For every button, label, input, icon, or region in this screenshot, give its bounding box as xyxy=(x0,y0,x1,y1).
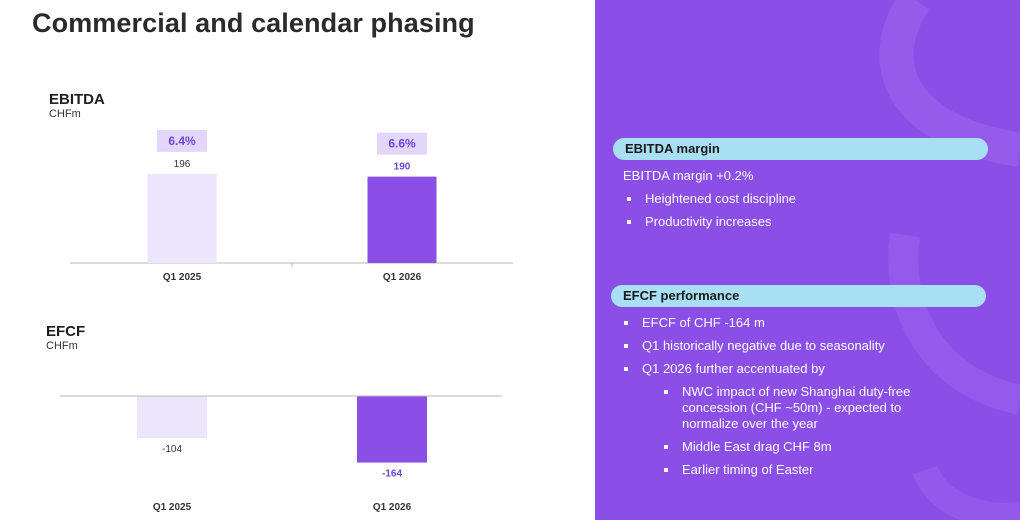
list-item: Middle East drag CHF 8m xyxy=(660,439,960,455)
efcf-chart-header: EFCF CHFm xyxy=(46,323,86,353)
ebitda-margin-label: 6.6% xyxy=(388,137,416,151)
efcf-bar xyxy=(357,396,427,463)
efcf-value-label: -104 xyxy=(162,444,182,455)
efcf-bar xyxy=(137,396,207,439)
list-item: EFCF of CHF -164 m xyxy=(620,315,1000,331)
ebitda-bullet-list: Heightened cost discipline Productivity … xyxy=(623,191,993,230)
list-item: Productivity increases xyxy=(623,214,993,230)
x-tick-label: Q1 2025 xyxy=(153,502,192,513)
efcf-bullet-list: EFCF of CHF -164 m Q1 historically negat… xyxy=(620,315,1000,377)
efcf-sub-bullet-list: NWC impact of new Shanghai duty-free con… xyxy=(660,384,960,478)
efcf-bar-chart: -104 Q1 2025 -164 Q1 2026 xyxy=(60,395,502,513)
ebitda-value-label: 196 xyxy=(174,159,191,170)
page-title: Commercial and calendar phasing xyxy=(32,8,475,38)
efcf-chart-title: EFCF xyxy=(46,323,86,340)
list-item: Heightened cost discipline xyxy=(623,191,993,207)
x-tick-label: Q1 2026 xyxy=(373,502,412,513)
list-item: Q1 historically negative due to seasonal… xyxy=(620,338,1000,354)
list-item: Q1 2026 further accentuated by xyxy=(620,361,1000,377)
ebitda-chart-title: EBITDA xyxy=(49,91,105,108)
efcf-commentary: EFCF of CHF -164 m Q1 historically negat… xyxy=(620,315,1000,485)
ebitda-margin-label: 6.4% xyxy=(168,134,196,148)
ebitda-chart-header: EBITDA CHFm xyxy=(49,91,105,121)
ebitda-chart-unit: CHFm xyxy=(49,108,81,120)
x-tick-label: Q1 2026 xyxy=(383,272,422,283)
ebitda-bar xyxy=(147,173,217,263)
ebitda-commentary: EBITDA margin +0.2% Heightened cost disc… xyxy=(623,168,993,237)
list-item: Earlier timing of Easter xyxy=(660,462,960,478)
efcf-chart-unit: CHFm xyxy=(46,340,78,352)
commentary-panel: EBITDA margin EBITDA margin +0.2% Height… xyxy=(595,0,1020,520)
ebitda-margin-lead: EBITDA margin +0.2% xyxy=(623,168,754,183)
ebitda-bar-chart: 196 6.4% Q1 2025 190 6.6% Q1 2026 xyxy=(70,129,513,283)
ebitda-value-label: 190 xyxy=(394,162,411,173)
x-tick-label: Q1 2025 xyxy=(163,272,202,283)
efcf-value-label: -164 xyxy=(382,469,402,480)
list-item: NWC impact of new Shanghai duty-free con… xyxy=(660,384,960,432)
ebitda-margin-box xyxy=(157,129,207,152)
efcf-performance-pill: EFCF performance xyxy=(611,285,986,307)
ebitda-bar xyxy=(367,176,437,263)
ebitda-margin-pill: EBITDA margin xyxy=(613,138,988,160)
ebitda-margin-box xyxy=(377,132,427,155)
